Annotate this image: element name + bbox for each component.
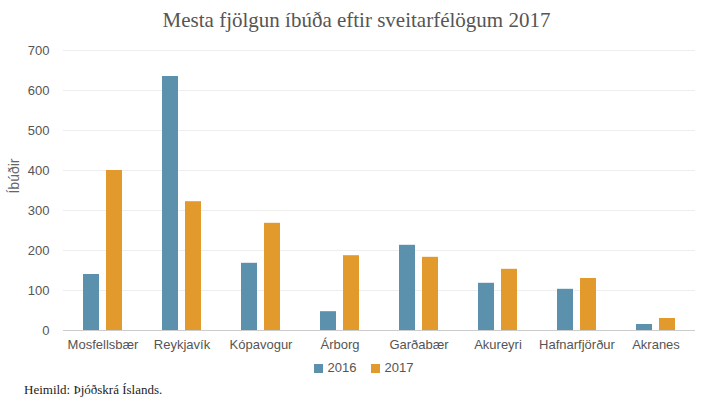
svg-text:0: 0 <box>42 323 49 338</box>
svg-text:Árborg: Árborg <box>320 337 359 352</box>
html-text:Mesta fjölgun íbúða eftir svei: Mesta fjölgun íbúða eftir sveitarfélögum… <box>162 8 551 32</box>
svg-text:700: 700 <box>28 43 50 58</box>
svg-text:300: 300 <box>28 203 50 218</box>
svg-text:600: 600 <box>28 83 50 98</box>
svg-text:Mosfellsbær: Mosfellsbær <box>68 337 139 352</box>
svg-text:Akranes: Akranes <box>632 337 680 352</box>
svg-text:Hafnarfjörður: Hafnarfjörður <box>539 337 616 352</box>
svg-text:500: 500 <box>28 123 50 138</box>
svg-text:400: 400 <box>28 163 50 178</box>
svg-text:Akureyri: Akureyri <box>474 337 522 352</box>
html-text:2017: 2017 <box>384 360 414 375</box>
svg-text:Reykjavík: Reykjavík <box>154 337 211 352</box>
html-text:Íbúðir: Íbúðir <box>5 158 22 194</box>
svg-text:100: 100 <box>28 283 50 298</box>
svg-text:Kópavogur: Kópavogur <box>230 337 294 352</box>
svg-text:200: 200 <box>28 243 50 258</box>
html-text:Heimild: Þjóðskrá Íslands.: Heimild: Þjóðskrá Íslands. <box>24 382 163 397</box>
svg-text:Garðabær: Garðabær <box>389 337 449 352</box>
html-text:2016: 2016 <box>327 360 357 375</box>
